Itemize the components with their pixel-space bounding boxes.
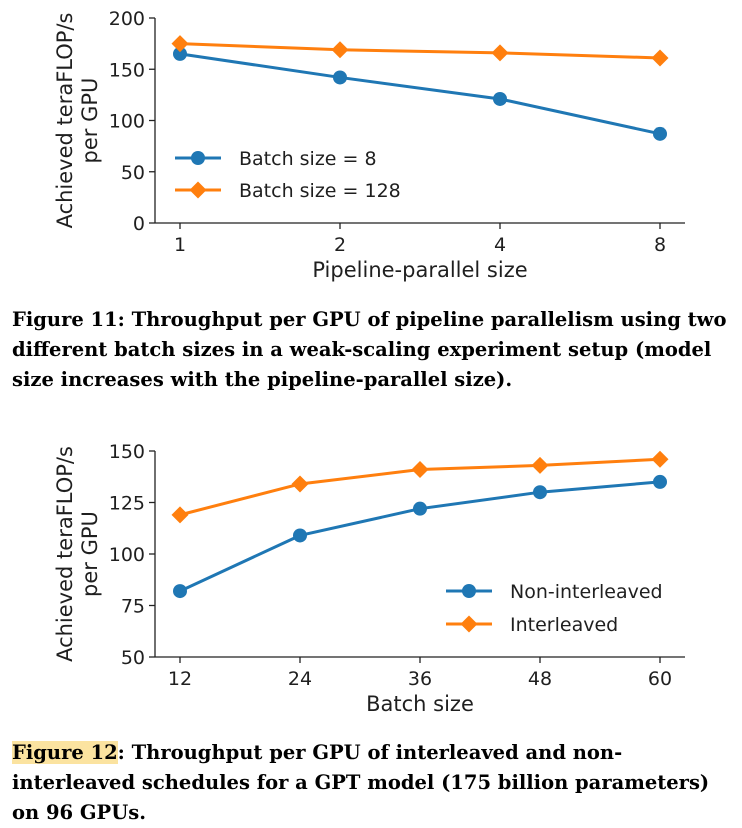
y-tick-label: 150: [109, 441, 145, 463]
legend-label: Interleaved: [510, 614, 618, 636]
data-point: [533, 485, 547, 500]
y-axis-label-line1: Achieved teraFLOP/s: [53, 13, 77, 229]
figure-11-svg: 0 50 100 150 200 1 2 4 8 Pipeline-parallel size Ac…: [53, 8, 685, 282]
x-tick-label: 60: [648, 668, 672, 690]
series-line: [179, 52, 661, 136]
y-axis-label-line1: Achieved teraFLOP/s: [53, 446, 77, 662]
data-point: [491, 44, 509, 62]
series-line: [179, 480, 661, 593]
legend-marker: [191, 151, 205, 165]
figure-12-chart: 50 75 100 125 150 12 24 36 48 60 Batch size Achieve…: [0, 430, 742, 730]
x-axis-label: Pipeline-parallel size: [312, 258, 527, 282]
data-point: [293, 528, 307, 543]
figure-11-caption-text: : Throughput per GPU of pipeline paralle…: [12, 308, 727, 391]
figure-12-label: Figure 12: [12, 741, 118, 764]
series-line: [179, 42, 661, 60]
x-tick-label: 8: [654, 234, 666, 256]
data-point: [653, 474, 667, 489]
figure-11-caption: Figure 11: Throughput per GPU of pipelin…: [12, 305, 736, 395]
data-point: [333, 70, 347, 85]
y-tick-label: 200: [109, 8, 145, 30]
data-point: [653, 126, 667, 141]
figure-11-chart: 0 50 100 150 200 1 2 4 8 Pipeline-parallel size Ac…: [0, 0, 742, 290]
data-point: [413, 501, 427, 516]
figure-12-caption: Figure 12: Throughput per GPU of interle…: [12, 738, 736, 828]
legend-marker: [460, 615, 478, 633]
y-tick-label: 75: [121, 596, 145, 618]
data-point: [531, 456, 549, 474]
x-axis-label: Batch size: [366, 692, 474, 716]
x-tick-label: 2: [334, 234, 346, 256]
x-tick-label: 12: [168, 668, 192, 690]
x-tick-label: 1: [174, 234, 186, 256]
y-tick-label: 50: [121, 162, 145, 184]
legend-marker: [462, 584, 476, 598]
x-tick-label: 36: [408, 668, 432, 690]
data-point: [651, 49, 669, 67]
figure-11-label: Figure 11: [12, 308, 118, 331]
data-point: [411, 461, 429, 479]
data-point: [651, 450, 669, 468]
data-point: [171, 506, 189, 524]
data-point: [173, 584, 187, 599]
legend-label: Batch size = 128: [239, 180, 401, 202]
legend-marker: [189, 181, 207, 199]
figure-12-caption-text: : Throughput per GPU of interleaved and …: [12, 741, 710, 824]
legend-label: Non-interleaved: [510, 581, 663, 603]
y-axis-label-line2: per GPU: [78, 511, 102, 597]
y-tick-label: 150: [109, 59, 145, 81]
y-tick-label: 0: [133, 213, 145, 235]
data-point: [173, 46, 187, 61]
x-tick-label: 4: [494, 234, 506, 256]
y-tick-label: 100: [109, 544, 145, 566]
figure-12-svg: 50 75 100 125 150 12 24 36 48 60 Batch size Achieve…: [53, 441, 685, 716]
data-point: [331, 41, 349, 59]
x-tick-label: 24: [288, 668, 312, 690]
data-point: [493, 91, 507, 106]
data-point: [291, 475, 309, 493]
legend-label: Batch size = 8: [239, 148, 377, 170]
y-tick-label: 50: [121, 647, 145, 669]
y-tick-label: 125: [109, 493, 145, 515]
data-point: [171, 35, 189, 53]
x-tick-label: 48: [528, 668, 552, 690]
y-tick-label: 100: [109, 111, 145, 133]
y-axis-label-line2: per GPU: [78, 78, 102, 164]
